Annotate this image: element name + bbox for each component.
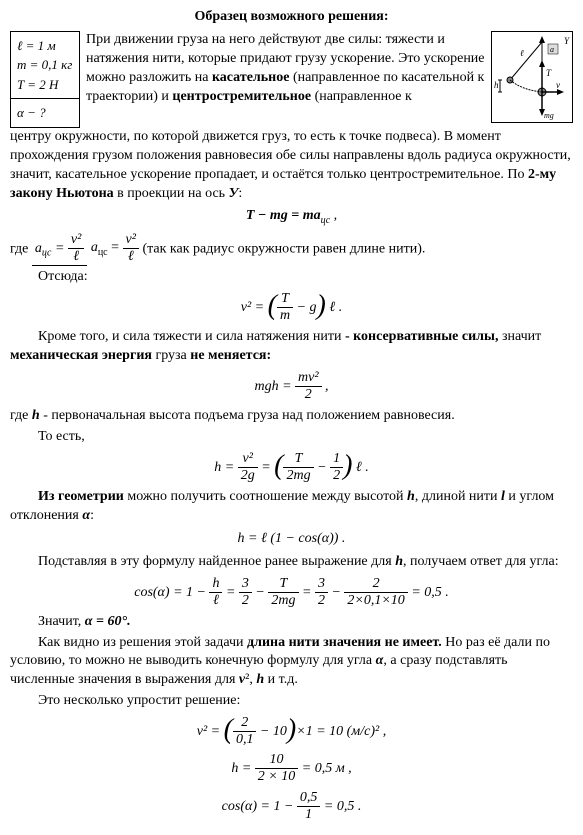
p8c: h	[407, 489, 415, 504]
calc-h: h = 102 × 10 = 0,5 м ,	[10, 752, 573, 785]
p10: Значит, α = 60°.	[10, 613, 573, 632]
divider	[11, 98, 79, 99]
p6a: где	[10, 408, 32, 423]
p5d: механическая энергия	[10, 348, 152, 363]
body-continuation: центру окружности, по которой движется г…	[10, 128, 573, 204]
physics-diagram: Y ℓ h T v mg a	[491, 31, 573, 123]
top-row: ℓ = 1 м m = 0,1 кг T = 2 Н α − ? При дви…	[10, 31, 573, 128]
p5: Кроме того, и сила тяжести и сила натяже…	[10, 328, 573, 366]
lbl-Y: Y	[564, 36, 570, 46]
p8d: , длиной нити	[415, 489, 501, 504]
p2d: У	[229, 186, 239, 201]
p10a: Значит,	[38, 614, 85, 629]
t1e: (направленное к	[311, 89, 412, 104]
given-box: ℓ = 1 м m = 0,1 кг T = 2 Н α − ?	[10, 31, 80, 128]
p6: где h - первоначальная высота подъема гр…	[10, 407, 573, 426]
lbl-mg: mg	[544, 111, 554, 120]
t1d: центростремительное	[172, 89, 311, 104]
p4: Отсюда:	[10, 268, 573, 287]
eq-v2: v² = (Tm − g) ℓ .	[10, 291, 573, 324]
t1b: касательное	[212, 70, 290, 85]
p5c: значит	[498, 329, 541, 344]
p9: Подставляя в эту формулу найденное ранее…	[10, 553, 573, 572]
chr: = 0,5 м ,	[298, 761, 351, 776]
calc-v2: v² = (20,1 − 10)×1 = 10 (м/с)² ,	[10, 715, 573, 748]
p5a: Кроме того, и сила тяжести и сила натяже…	[38, 329, 345, 344]
p3a: где	[10, 241, 32, 256]
p11b: длина нити значения не имеет.	[247, 635, 442, 650]
eq-energy: mgh = mv²2 ,	[10, 370, 573, 403]
eq-geom: h = ℓ (1 − cos(α)) .	[10, 530, 573, 549]
p10b: α = 60°.	[85, 614, 131, 629]
p9c: , получаем ответ для угла:	[403, 554, 559, 569]
p8b: можно получить соотношение между высотой	[124, 489, 407, 504]
given-T: T = 2 Н	[17, 75, 73, 95]
p11: Как видно из решения этой задачи длина н…	[10, 634, 573, 691]
p7: То есть,	[10, 428, 573, 447]
p5b: - консервативные силы,	[345, 329, 498, 344]
eq1: T − mg = ma	[246, 208, 321, 223]
cv2r: ×1 = 10 (м/с)² ,	[296, 724, 386, 739]
p11a: Как видно из решения этой задачи	[38, 635, 247, 650]
calc-cos: cos(α) = 1 − 0,51 = 0,5 .	[10, 790, 573, 823]
eq_h: h = ℓ (1 − cos(α)) .	[238, 531, 346, 546]
given-m: m = 0,1 кг	[17, 55, 73, 75]
lbl-h: h	[494, 80, 499, 90]
p2: центру окружности, по которой движется г…	[10, 129, 571, 182]
p5e: груза	[152, 348, 190, 363]
eq1sub: цс	[321, 215, 331, 226]
svg-text:a: a	[550, 45, 554, 54]
eq-h: h = v²2g = (T2mg − 12) ℓ .	[10, 451, 573, 484]
p8: Из геометрии можно получить соотношение …	[10, 488, 573, 526]
eq-cos: cos(α) = 1 − hℓ = 32 − T2mg = 32 − 22×0,…	[10, 576, 573, 609]
title: Образец возможного решения:	[10, 8, 573, 27]
p5f: не меняется:	[190, 348, 271, 363]
p6c: - первоначальная высота подъема груза на…	[40, 408, 455, 423]
p8a: Из геометрии	[38, 489, 124, 504]
eq-newton: T − mg = maцс ,	[10, 207, 573, 227]
intro-text: При движении груза на него действуют две…	[86, 31, 485, 107]
lbl-l: ℓ	[520, 48, 524, 58]
p8h: :	[90, 508, 94, 523]
lbl-T: T	[546, 68, 552, 78]
p3: где aцс = v²ℓ aцс = v²ℓ (так как радиус …	[10, 232, 573, 266]
ccr: = 0,5 .	[320, 798, 361, 813]
p9a: Подставляя в эту формулу найденное ранее…	[38, 554, 395, 569]
p3b: (так как радиус окружности равен длине н…	[142, 241, 425, 256]
p2c: в проекции на ось	[114, 186, 229, 201]
p2e: :	[238, 186, 242, 201]
p8g: α	[82, 508, 90, 523]
given-find: α − ?	[17, 103, 73, 123]
p12: Это несколько упростит решение:	[10, 692, 573, 711]
lbl-v: v	[556, 80, 560, 90]
given-ell: ℓ = 1 м	[17, 36, 73, 56]
p6b: h	[32, 408, 40, 423]
p9b: h	[395, 554, 403, 569]
